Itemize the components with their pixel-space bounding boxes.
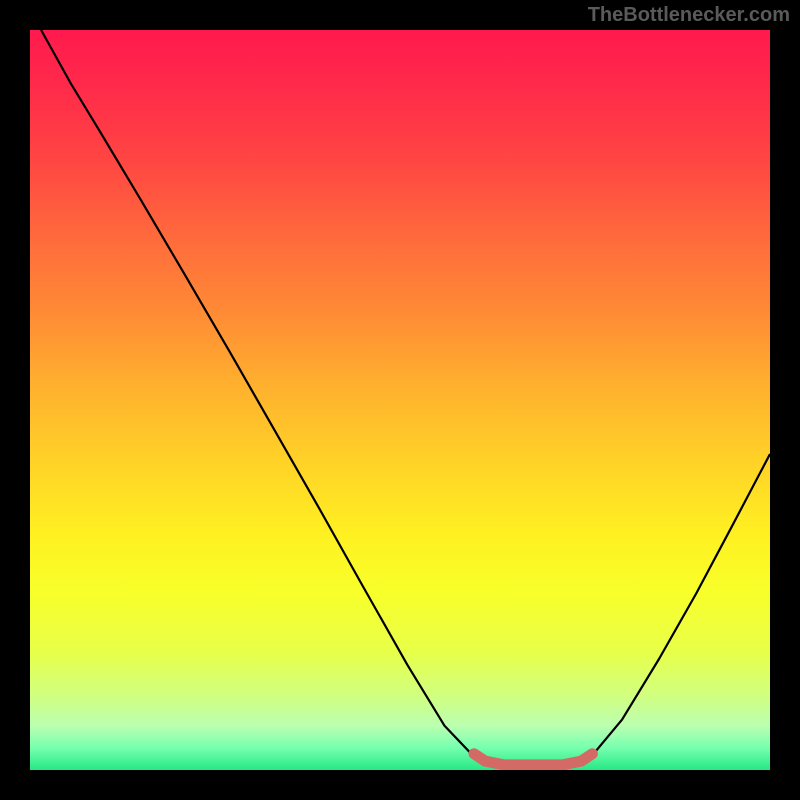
chart-svg xyxy=(30,30,770,770)
bottleneck-curve xyxy=(41,30,770,767)
optimal-range-highlight xyxy=(474,754,592,765)
plot-area xyxy=(30,30,770,770)
chart-container: TheBottlenecker.com xyxy=(0,0,800,800)
watermark-text: TheBottlenecker.com xyxy=(588,4,790,27)
